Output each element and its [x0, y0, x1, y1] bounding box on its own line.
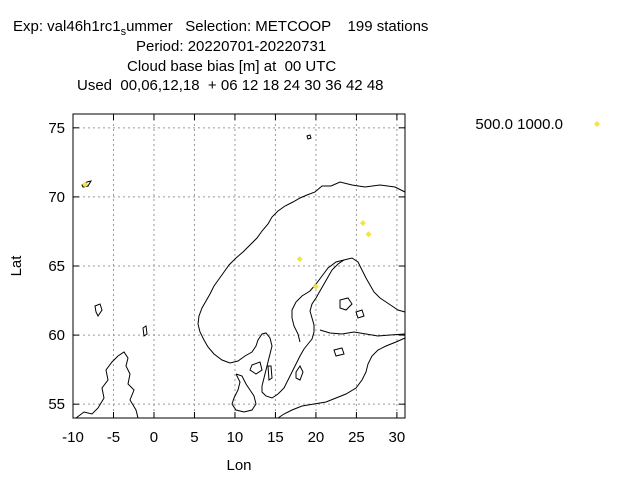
- x-tick-label: 5: [190, 429, 198, 446]
- chart-title-line-2: Period: 20220701-20220731: [136, 38, 327, 55]
- data-point: [312, 283, 319, 290]
- denmark-coastline: [231, 373, 257, 413]
- data-point: [296, 256, 303, 263]
- lake-vattern: [267, 365, 273, 381]
- x-axis-label: Lon: [226, 457, 251, 474]
- shetland-islands: [142, 325, 148, 337]
- data-points: [82, 181, 372, 290]
- y-tick-label: 65: [48, 258, 65, 275]
- coastline-map: [75, 134, 406, 419]
- y-axis-label: Lat: [8, 255, 25, 277]
- data-point: [82, 181, 89, 188]
- gulf-of-finland-coastline: [319, 329, 406, 337]
- x-tick-label: 20: [308, 429, 325, 446]
- plot-frame: [72, 113, 406, 419]
- bear-island: [306, 134, 312, 140]
- legend-marker: [594, 121, 600, 127]
- x-tick-label: 25: [348, 429, 365, 446]
- x-tick-label: -5: [107, 429, 120, 446]
- chart-title-line-3: Cloud base bias [m] at 00 UTC: [127, 58, 337, 75]
- y-tick-label: 55: [48, 396, 65, 413]
- data-point: [359, 220, 366, 227]
- y-tick-label: 70: [48, 189, 65, 206]
- estonian-islands: [333, 347, 345, 357]
- axes: -10 -5 0 5 10 15 20 25 30 55 60 65 70 75 Lon Lat: [8, 113, 406, 474]
- legend: 500.0 1000.0: [475, 116, 600, 133]
- scandinavia-coastline: [197, 181, 406, 399]
- legend-label: 500.0 1000.0: [475, 116, 563, 133]
- faroe-islands: [94, 303, 103, 317]
- great-britain-coastline: [75, 351, 139, 419]
- bothnia-coastline: [291, 259, 345, 343]
- y-tick-label: 60: [48, 327, 65, 344]
- chart-title-line-1: Exp: val46h1rc1summer Selection: METCOOP…: [13, 18, 429, 38]
- chart-title-line-4: Used 00,06,12,18 + 06 12 18 24 30 36 42 …: [77, 77, 384, 94]
- data-point: [365, 231, 372, 238]
- y-tick-label: 75: [48, 120, 65, 137]
- x-tick-label: 15: [267, 429, 284, 446]
- x-tick-label: 0: [150, 429, 158, 446]
- x-tick-label: 10: [227, 429, 244, 446]
- baltic-coastline: [277, 337, 406, 419]
- x-tick-label: -10: [62, 429, 84, 446]
- x-tick-label: 30: [389, 429, 406, 446]
- finnish-lakes: [339, 297, 365, 319]
- lake-vanern: [249, 361, 263, 375]
- grid-lines: [72, 114, 405, 418]
- gotland-island: [295, 365, 304, 381]
